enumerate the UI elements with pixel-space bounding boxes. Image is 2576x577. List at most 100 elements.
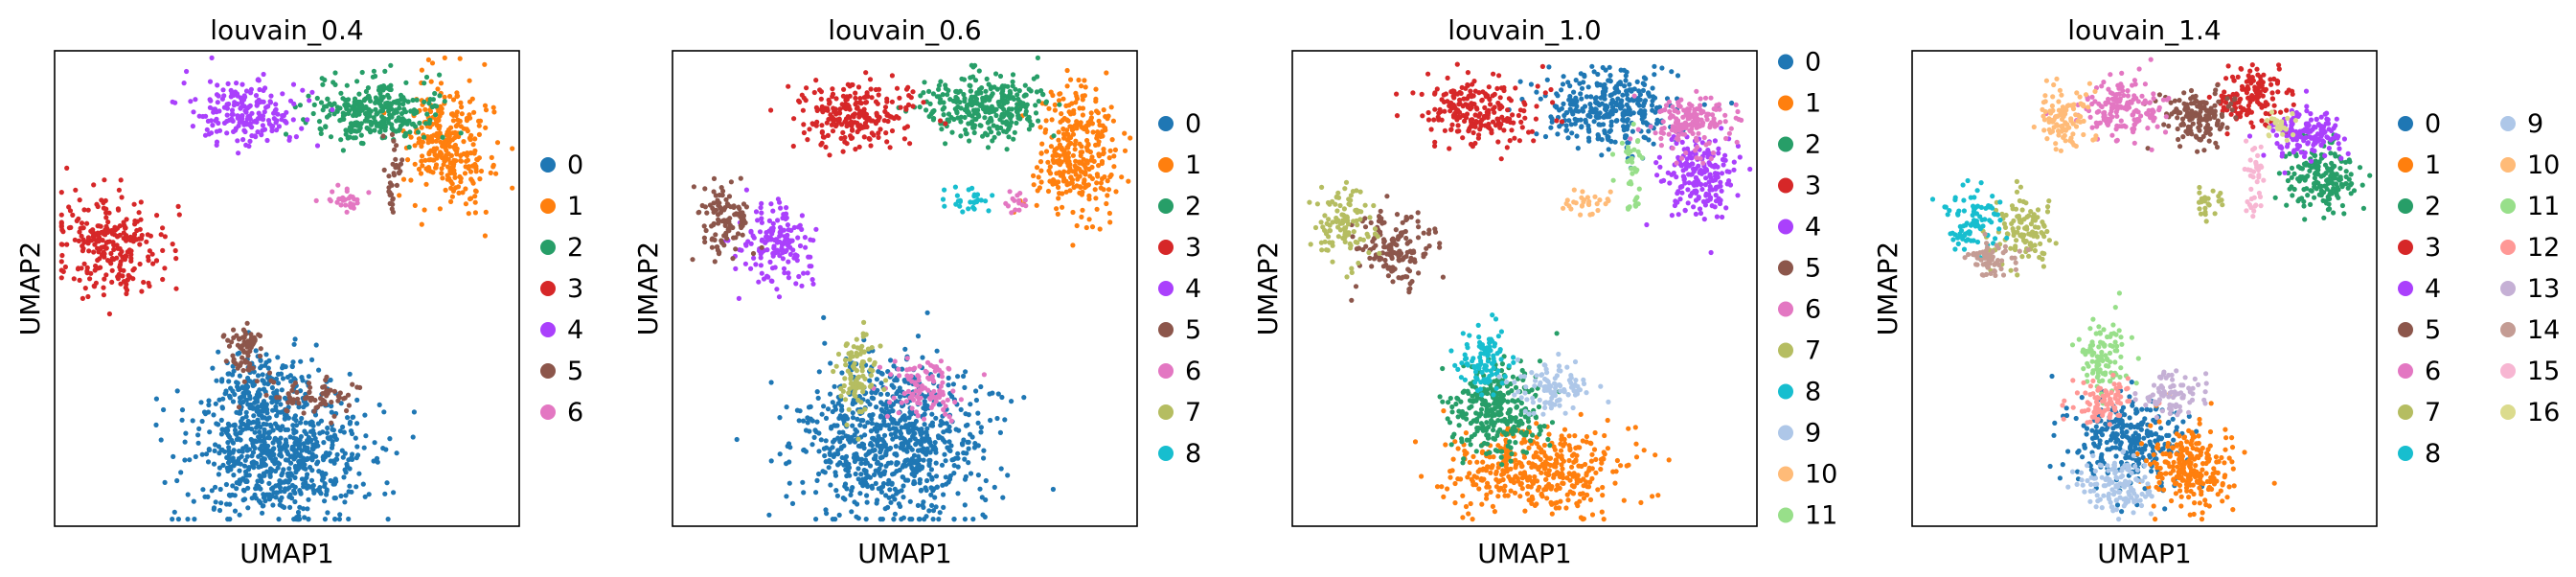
cell-point-cluster-0 <box>193 453 198 460</box>
cell-point-cluster-0 <box>332 433 338 439</box>
cell-point-cluster-3 <box>803 98 809 104</box>
cell-point-cluster-4 <box>759 270 764 276</box>
cell-point-cluster-3 <box>76 265 81 271</box>
cell-point-cluster-0 <box>966 460 971 466</box>
cell-point-cluster-2 <box>345 127 351 133</box>
cell-point-cluster-2 <box>936 82 943 88</box>
cell-point-cluster-0 <box>219 379 225 384</box>
cell-point-cluster-5 <box>258 346 263 352</box>
cell-point-cluster-3 <box>160 247 166 253</box>
cell-point-cluster-5 <box>268 378 274 383</box>
panel-1-xlabel: UMAP1 <box>239 538 334 569</box>
cell-point-cluster-7 <box>843 362 849 368</box>
cell-point-cluster-3 <box>77 277 82 283</box>
cell-point-cluster-8 <box>983 198 989 204</box>
cell-point-cluster-1 <box>1441 408 1447 414</box>
cell-point-cluster-5 <box>329 420 334 426</box>
cell-point-cluster-2 <box>371 115 376 121</box>
cell-point-cluster-2 <box>1026 86 1032 92</box>
cell-point-cluster-0 <box>243 409 249 415</box>
cell-point-cluster-0 <box>293 470 299 475</box>
cell-point-cluster-0 <box>264 450 270 456</box>
cell-point-cluster-1 <box>412 143 418 149</box>
cell-point-cluster-2 <box>407 129 413 135</box>
cell-point-cluster-2 <box>379 107 386 113</box>
cell-point-cluster-2 <box>342 102 348 108</box>
cell-point-cluster-1 <box>1056 184 1061 191</box>
cell-point-cluster-1 <box>1452 480 1458 487</box>
cell-point-cluster-0 <box>1640 81 1646 86</box>
cell-point-cluster-0 <box>288 460 294 466</box>
cell-point-cluster-2 <box>328 134 334 140</box>
cell-point-cluster-4 <box>293 134 299 140</box>
cell-point-cluster-0 <box>317 489 323 495</box>
cell-point-cluster-2 <box>318 100 325 105</box>
cell-point-cluster-2 <box>943 82 948 88</box>
cell-point-cluster-0 <box>293 436 299 442</box>
cell-point-cluster-3 <box>105 258 111 264</box>
cell-point-cluster-1 <box>1082 177 1087 183</box>
cell-point-cluster-1 <box>1572 433 1578 439</box>
cell-point-cluster-3 <box>819 129 825 135</box>
cell-point-cluster-0 <box>371 458 376 464</box>
panel-2-legend-marker-4 <box>1158 281 1174 296</box>
cell-point-cluster-1 <box>1094 206 1100 212</box>
cell-point-cluster-3 <box>85 207 91 213</box>
cell-point-cluster-0 <box>828 482 833 488</box>
cell-point-cluster-0 <box>852 499 857 505</box>
cell-point-cluster-0 <box>248 436 254 443</box>
cell-point-cluster-0 <box>921 457 926 463</box>
cell-point-cluster-3 <box>876 92 881 98</box>
cell-point-cluster-2 <box>429 104 435 110</box>
cell-point-cluster-1 <box>1532 473 1538 480</box>
cell-point-cluster-0 <box>320 474 326 480</box>
cell-point-cluster-0 <box>1587 102 1593 107</box>
cell-point-cluster-1 <box>1068 174 1074 180</box>
cell-point-cluster-0 <box>261 455 266 462</box>
cell-point-cluster-1 <box>1102 173 1107 180</box>
cell-point-cluster-0 <box>1606 147 1611 152</box>
cell-point-cluster-3 <box>801 129 808 136</box>
cell-point-cluster-1 <box>1064 67 1070 74</box>
cell-point-cluster-0 <box>384 480 390 486</box>
cell-point-cluster-1 <box>1060 204 1065 210</box>
cell-point-cluster-3 <box>943 121 948 127</box>
cell-point-cluster-2 <box>440 134 445 140</box>
cell-point-cluster-1 <box>1419 473 1425 479</box>
cell-point-cluster-0 <box>1620 110 1626 116</box>
cell-point-cluster-0 <box>246 473 252 478</box>
cell-point-cluster-3 <box>813 104 820 110</box>
cell-point-cluster-0 <box>1549 116 1555 122</box>
cell-point-cluster-2 <box>973 107 979 113</box>
cell-point-cluster-1 <box>1050 157 1056 163</box>
cell-point-cluster-6 <box>921 416 927 422</box>
cell-point-cluster-0 <box>921 504 926 511</box>
cell-point-cluster-0 <box>873 468 878 473</box>
cell-point-cluster-0 <box>835 435 841 441</box>
cell-point-cluster-5 <box>711 189 717 195</box>
cell-point-cluster-5 <box>723 232 729 238</box>
cell-point-cluster-1 <box>1600 484 1606 491</box>
cell-point-cluster-0 <box>303 420 308 426</box>
cell-point-cluster-0 <box>962 502 968 508</box>
cell-point-cluster-0 <box>209 488 215 494</box>
cell-point-cluster-0 <box>858 460 864 467</box>
panel-2-legend-label-0: 0 <box>1185 109 1201 139</box>
cell-point-cluster-3 <box>891 115 898 122</box>
cell-point-cluster-6 <box>958 397 965 403</box>
cell-point-cluster-6 <box>917 387 923 393</box>
cell-point-cluster-5 <box>398 161 404 167</box>
cell-point-cluster-7 <box>840 388 846 394</box>
cell-point-cluster-0 <box>1636 110 1642 116</box>
cell-point-cluster-6 <box>313 197 319 203</box>
cell-point-cluster-0 <box>289 363 295 370</box>
cell-point-cluster-1 <box>1479 501 1485 507</box>
cell-point-cluster-0 <box>261 386 266 392</box>
panel-2-legend-label-4: 4 <box>1185 274 1201 304</box>
cell-point-cluster-0 <box>844 486 850 492</box>
cell-point-cluster-2 <box>958 114 964 120</box>
cell-point-cluster-1 <box>1517 494 1523 499</box>
cell-point-cluster-5 <box>720 188 726 194</box>
cell-point-cluster-0 <box>322 483 328 489</box>
cell-point-cluster-6 <box>887 400 893 405</box>
